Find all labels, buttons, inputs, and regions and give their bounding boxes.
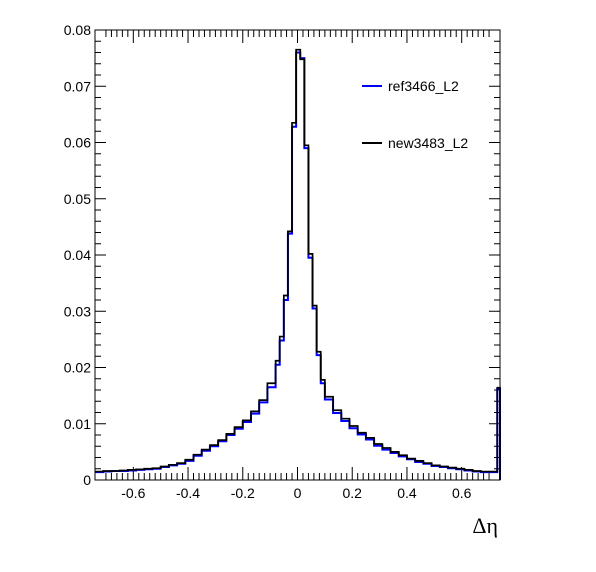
legend-label: new3483_L2 — [388, 135, 468, 151]
y-tick-label: 0.04 — [64, 247, 91, 263]
x-axis-title: Δη — [472, 513, 498, 538]
x-tick-label: -0.2 — [231, 485, 255, 501]
y-tick-label: 0.08 — [64, 22, 91, 38]
x-tick-label: 0 — [294, 485, 302, 501]
axis-ticks — [95, 29, 500, 481]
series-layer — [95, 48, 501, 480]
x-tick-label: 0.4 — [397, 485, 417, 501]
y-tick-label: 0 — [83, 472, 91, 488]
y-tick-label: 0.06 — [64, 135, 91, 151]
y-tick-label: 0.07 — [64, 78, 91, 94]
y-tick-label: 0.05 — [64, 191, 91, 207]
series-line-new3483_L2 — [95, 48, 501, 480]
legend-label: ref3466_L2 — [388, 78, 459, 94]
x-tick-label: 0.2 — [342, 485, 362, 501]
x-axis-tick-labels: -0.6 -0.4 -0.2 0 0.2 0.4 0.6 — [121, 485, 471, 501]
y-tick-label: 0.01 — [64, 416, 91, 432]
x-tick-label: -0.4 — [176, 485, 200, 501]
x-tick-label: 0.6 — [452, 485, 472, 501]
y-axis-tick-labels: 0 0.01 0.02 0.03 0.04 0.05 0.06 0.07 0.08 — [64, 22, 91, 488]
x-tick-label: -0.6 — [121, 485, 145, 501]
legend: ref3466_L2 new3483_L2 — [362, 78, 468, 151]
y-tick-label: 0.03 — [64, 303, 91, 319]
y-tick-label: 0.02 — [64, 360, 91, 376]
